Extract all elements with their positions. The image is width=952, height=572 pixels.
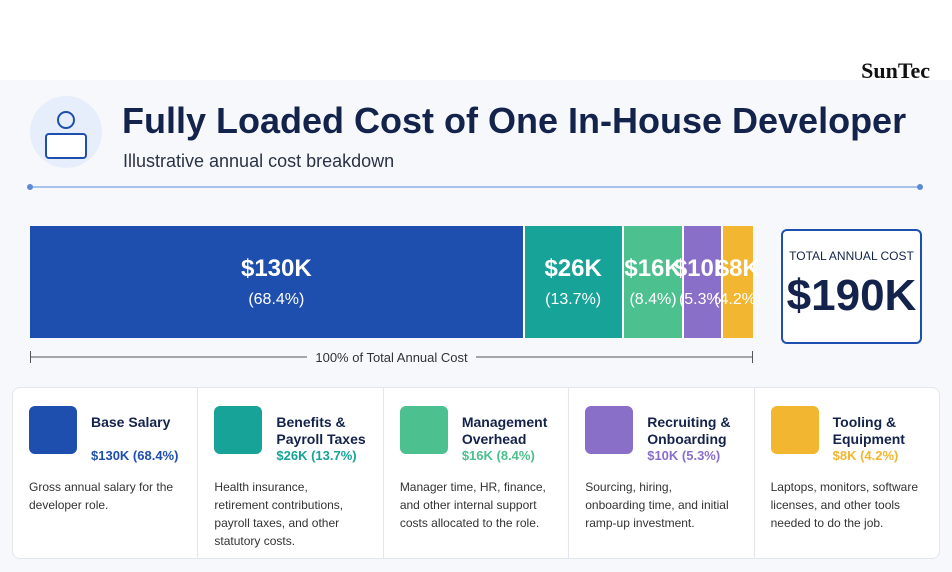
card-description: Gross annual salary for the developer ro… <box>29 480 174 512</box>
axis-label: 100% of Total Annual Cost <box>30 350 753 365</box>
card: Benefits & Payroll Taxes $26K (13.7%) Heal… <box>197 388 382 558</box>
card-icon <box>214 406 263 454</box>
card-amount: $130K (68.4%) <box>91 448 179 463</box>
bar-segment: $130K (68.4%) <box>30 226 525 338</box>
card: Recruiting & Onboarding $10K (5.3%) Sourci… <box>568 388 753 558</box>
segment-value: $130K <box>240 255 312 282</box>
segment-percent: (68.4%) <box>248 291 305 308</box>
axis-label-text: 100% of Total Annual Cost <box>307 350 476 365</box>
card-description: Health insurance, retirement contributio… <box>214 480 344 548</box>
card-description: Manager time, HR, finance, and other int… <box>399 480 546 530</box>
card: Management Overhead $16K (8.4%) Manager ti… <box>382 388 568 558</box>
bar-segment: $26K (13.7%) <box>524 226 624 338</box>
bar-segment: $16K (8.4%) <box>623 226 685 338</box>
segment-percent: (4.2%) <box>714 291 762 308</box>
card-icon <box>399 406 448 454</box>
card-description: Laptops, monitors, software licenses, an… <box>770 480 919 530</box>
card-icon <box>770 406 819 454</box>
card-description: Sourcing, hiring, onboarding time, and i… <box>585 480 729 530</box>
segment-percent: (8.4%) <box>629 291 677 308</box>
title: Fully Loaded Cost of One In-House Develo… <box>122 100 907 141</box>
segment-percent: (5.3%) <box>678 291 727 308</box>
card-amount: $26K (13.7%) <box>276 448 357 463</box>
card-title: Recruiting & Onboarding <box>647 414 731 447</box>
total-label: TOTAL ANNUAL COST <box>789 249 914 263</box>
total-box: TOTAL ANNUAL COST $190K <box>781 229 922 344</box>
card-amount: $16K (8.4%) <box>461 448 535 463</box>
card-amount: $10K (5.3%) <box>647 448 721 463</box>
brand: SunTec <box>861 58 930 83</box>
stacked-bar: $130K (68.4%) $26K (13.7%) $16K (8.4%) $10K (5.… <box>30 226 761 338</box>
card-title: Benefits & Payroll Taxes <box>276 414 366 447</box>
card: Tooling & Equipment $8K (4.2%) Laptops, mo… <box>753 388 939 558</box>
card-title: Management Overhead <box>461 414 548 447</box>
total-value: $190K <box>786 271 917 320</box>
divider <box>27 184 923 190</box>
header-icon <box>30 96 102 168</box>
segment-percent: (13.7%) <box>545 291 602 308</box>
segment-value: $16K <box>624 255 682 282</box>
card-icon <box>29 406 77 454</box>
bar-segment: $8K (4.2%) <box>714 226 761 338</box>
segment-value: $10K <box>673 255 732 282</box>
bar-segment: $10K (5.3%) <box>674 226 731 338</box>
card-icon <box>585 406 634 454</box>
card-title: Base Salary <box>91 414 171 430</box>
card: Base Salary $130K (68.4%) Gross annual sal… <box>13 388 197 558</box>
cards: Base Salary $130K (68.4%) Gross annual sal… <box>12 387 940 559</box>
card-title: Tooling & Equipment <box>832 414 905 447</box>
subtitle: Illustrative annual cost breakdown <box>123 151 395 171</box>
segment-value: $26K <box>544 255 602 282</box>
card-amount: $8K (4.2%) <box>832 448 899 463</box>
segment-value: $8K <box>715 255 760 282</box>
